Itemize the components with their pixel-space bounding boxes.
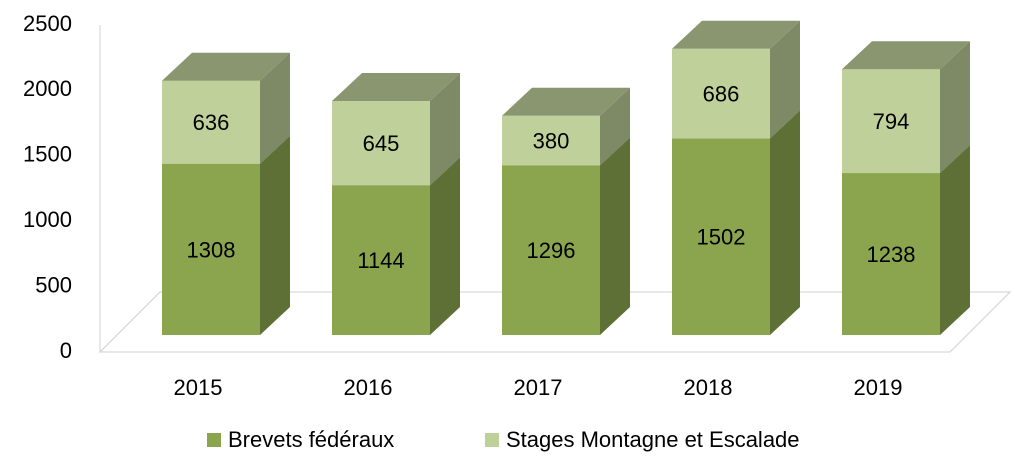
x-tick-label: 2015 xyxy=(174,375,223,400)
bar-top xyxy=(502,87,630,116)
data-label: 1502 xyxy=(697,225,746,250)
bar-top xyxy=(162,52,290,81)
bar-side xyxy=(940,41,970,174)
data-label: 686 xyxy=(703,81,740,106)
data-label: 1144 xyxy=(357,248,404,273)
data-label: 1296 xyxy=(527,238,576,263)
bar-top xyxy=(332,72,460,101)
bar-side xyxy=(600,137,630,335)
bar-side xyxy=(770,20,800,139)
legend-swatch xyxy=(485,433,499,447)
data-label: 794 xyxy=(873,109,910,134)
bar-side xyxy=(770,110,800,336)
bar-top xyxy=(842,41,970,70)
data-label: 636 xyxy=(193,110,230,135)
y-tick-label: 1000 xyxy=(23,207,72,232)
data-label: 380 xyxy=(533,128,570,153)
bar-segment xyxy=(672,48,770,139)
x-tick-label: 2019 xyxy=(854,375,903,400)
data-label: 1308 xyxy=(187,237,236,262)
bar-side xyxy=(260,52,290,164)
bar-side xyxy=(430,157,460,335)
y-tick-label: 2000 xyxy=(23,76,72,101)
legend-label: Stages Montagne et Escalade xyxy=(506,427,800,452)
bar-segment xyxy=(162,80,260,164)
bar-segment xyxy=(842,173,940,335)
data-label: 1238 xyxy=(867,242,916,267)
legend-swatch xyxy=(207,433,221,447)
y-tick-label: 0 xyxy=(60,338,72,363)
y-tick-label: 500 xyxy=(35,272,72,297)
bar-side xyxy=(430,72,460,186)
floor xyxy=(98,291,1012,353)
x-tick-label: 2018 xyxy=(684,375,733,400)
bar-segment xyxy=(502,165,600,335)
bar-top xyxy=(672,20,800,49)
bar-segment xyxy=(332,185,430,335)
y-tick-label: 2500 xyxy=(23,11,72,36)
bar-segment xyxy=(842,69,940,174)
bar-segment xyxy=(672,138,770,335)
y-tick-label: 1500 xyxy=(23,142,72,167)
bar-segment xyxy=(162,163,260,335)
bar-segment xyxy=(502,115,600,166)
bar-segment xyxy=(332,100,430,186)
bar-side xyxy=(600,87,630,166)
legend-label: Brevets fédéraux xyxy=(228,427,394,452)
x-tick-label: 2017 xyxy=(514,375,563,400)
bar-side xyxy=(940,145,970,335)
bar-side xyxy=(260,135,290,335)
data-label: 645 xyxy=(363,131,400,156)
x-tick-label: 2016 xyxy=(344,375,393,400)
